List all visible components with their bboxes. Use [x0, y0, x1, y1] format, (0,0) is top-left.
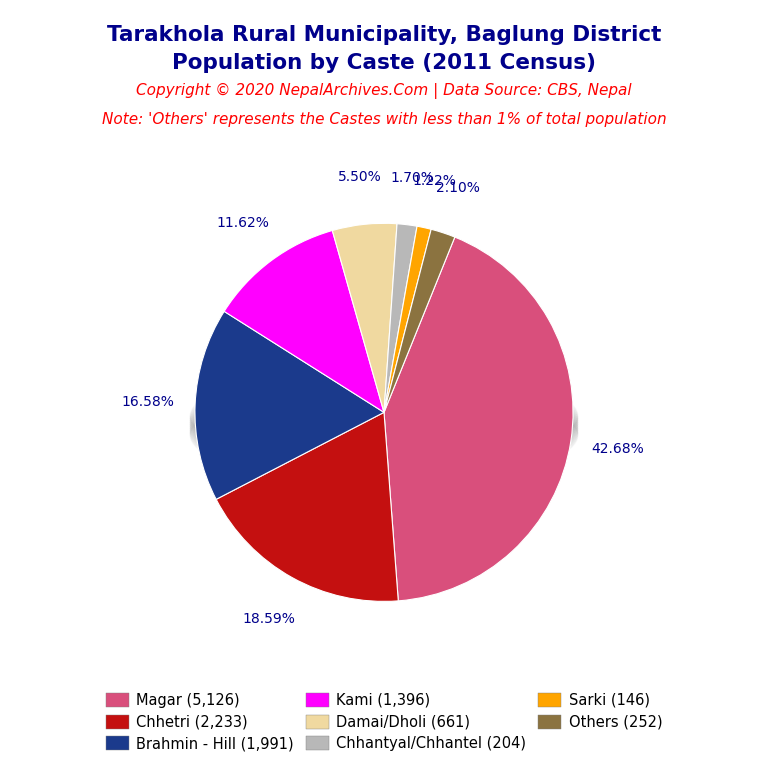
Text: 1.70%: 1.70%	[391, 170, 435, 185]
Text: 2.10%: 2.10%	[436, 181, 480, 195]
Wedge shape	[384, 237, 573, 601]
Wedge shape	[384, 227, 431, 412]
Wedge shape	[216, 412, 399, 601]
Wedge shape	[384, 223, 417, 412]
Text: Copyright © 2020 NepalArchives.Com | Data Source: CBS, Nepal: Copyright © 2020 NepalArchives.Com | Dat…	[136, 83, 632, 98]
Legend: Magar (5,126), Chhetri (2,233), Brahmin - Hill (1,991), Kami (1,396), Damai/Dhol: Magar (5,126), Chhetri (2,233), Brahmin …	[100, 687, 668, 757]
Text: 42.68%: 42.68%	[591, 442, 644, 455]
Text: Note: 'Others' represents the Castes with less than 1% of total population: Note: 'Others' represents the Castes wit…	[101, 111, 667, 127]
Text: Tarakhola Rural Municipality, Baglung District: Tarakhola Rural Municipality, Baglung Di…	[107, 25, 661, 45]
Text: Population by Caste (2011 Census): Population by Caste (2011 Census)	[172, 53, 596, 73]
Text: 5.50%: 5.50%	[338, 170, 382, 184]
Wedge shape	[195, 311, 384, 499]
Text: 16.58%: 16.58%	[121, 396, 174, 409]
Wedge shape	[384, 230, 455, 412]
Text: 11.62%: 11.62%	[216, 216, 269, 230]
Text: 18.59%: 18.59%	[243, 612, 296, 626]
Wedge shape	[224, 230, 384, 412]
Text: 1.22%: 1.22%	[412, 174, 456, 188]
Wedge shape	[333, 223, 397, 412]
